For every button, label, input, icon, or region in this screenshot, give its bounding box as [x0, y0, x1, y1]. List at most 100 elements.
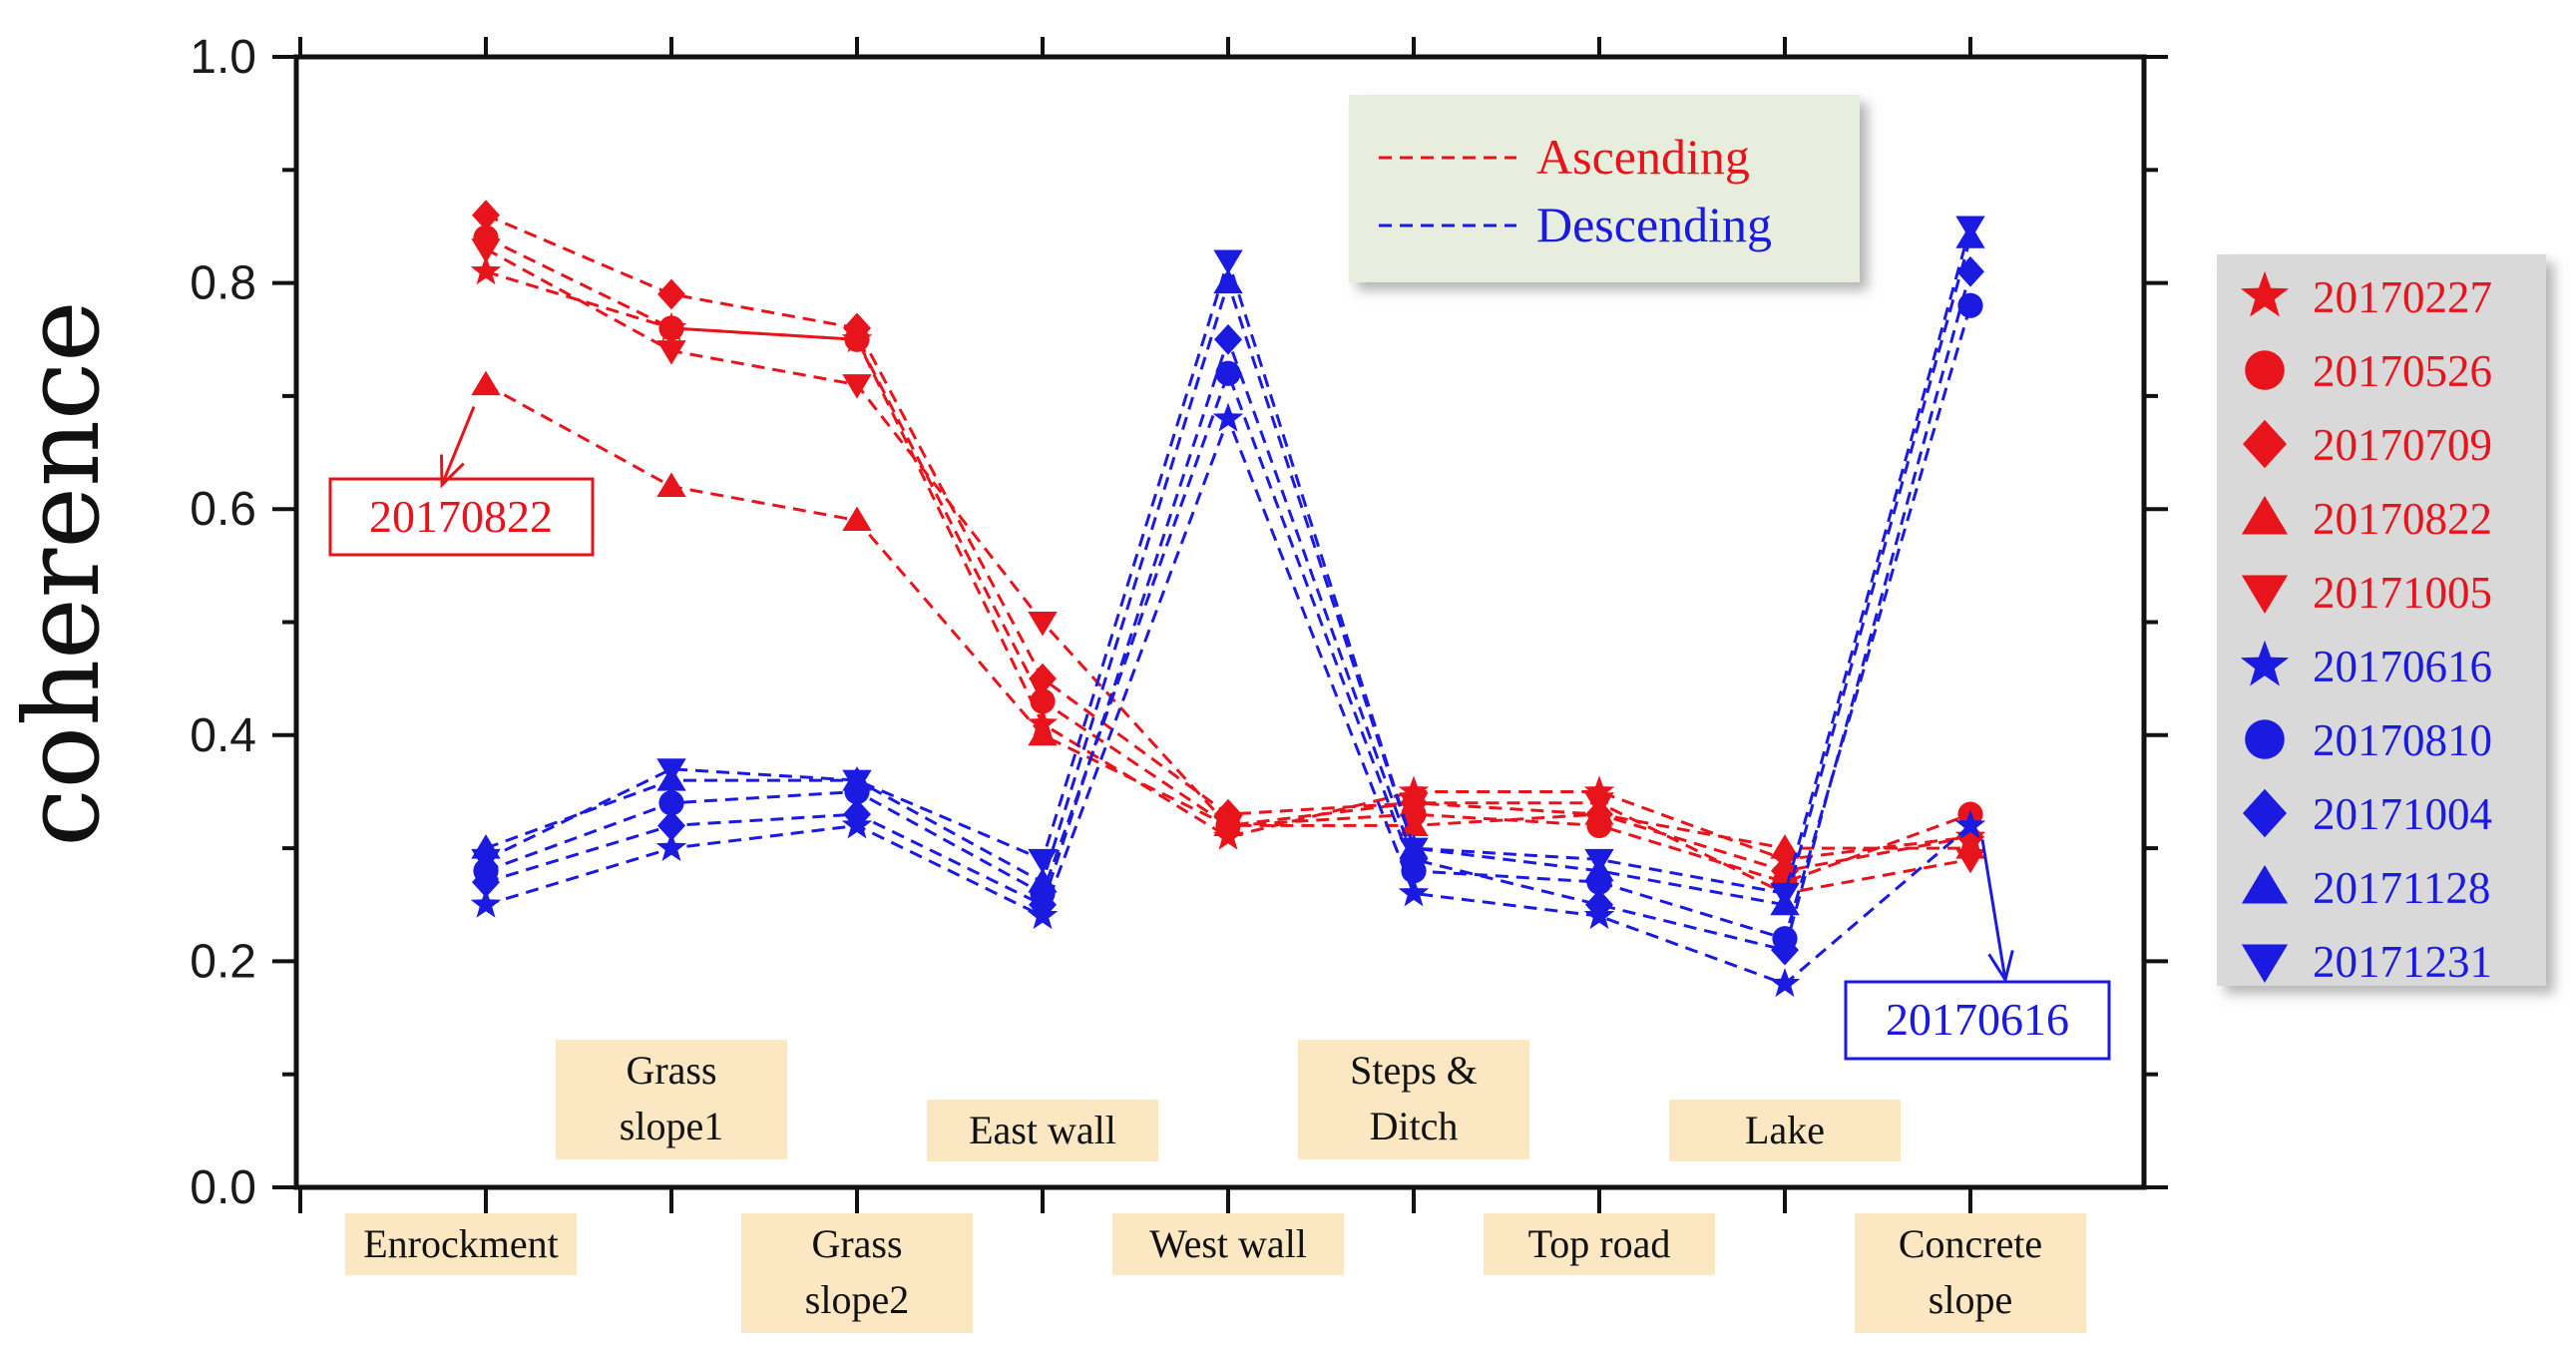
y-tick-label: 0.8	[190, 257, 256, 310]
category-label: slope	[1929, 1277, 2012, 1322]
data-point	[1214, 323, 1242, 355]
data-point	[1398, 877, 1430, 907]
legend-date-label: 20171231	[2313, 937, 2492, 987]
legend-date-label: 20170709	[2313, 420, 2492, 470]
series-line	[485, 383, 1970, 850]
data-point	[1954, 809, 1986, 839]
data-point	[842, 374, 872, 399]
legend-marker	[2241, 944, 2289, 983]
category-label-box	[1855, 1213, 2086, 1333]
arrow-head	[1987, 950, 2014, 984]
data-point	[1028, 720, 1058, 746]
arrow-head	[439, 454, 465, 489]
data-point	[1213, 814, 1243, 840]
data-point	[656, 340, 686, 365]
data-point	[1957, 292, 1983, 318]
data-point	[470, 255, 502, 285]
category-label-box	[556, 1040, 787, 1159]
legend-date-label: 20170227	[2313, 272, 2492, 322]
data-point	[1583, 775, 1615, 805]
legend-marker	[2240, 270, 2290, 317]
series-line	[485, 414, 1971, 986]
data-point	[471, 848, 501, 874]
category-label-box	[927, 1100, 1158, 1161]
data-point	[1770, 834, 1800, 859]
annotation-blue: 20170616	[1844, 839, 2111, 1061]
legend-marker	[2241, 575, 2289, 614]
category-label: slope2	[805, 1277, 909, 1322]
data-point	[1584, 848, 1614, 874]
category-label: West wall	[1149, 1221, 1307, 1266]
legend-box	[1349, 95, 1860, 282]
annotation-arrow	[440, 406, 476, 486]
series-20170709	[472, 200, 1984, 887]
legend-label: Ascending	[1536, 129, 1750, 185]
category-label: Ditch	[1370, 1104, 1459, 1148]
series-20171231	[471, 216, 1985, 908]
data-point	[1770, 882, 1800, 908]
data-point	[657, 810, 685, 841]
legend-marker	[2245, 719, 2285, 759]
data-point	[658, 790, 684, 816]
legend-date-label: 20170526	[2313, 346, 2492, 396]
data-point	[1584, 792, 1614, 817]
legend-marker	[2245, 350, 2285, 390]
data-point	[1213, 249, 1243, 274]
data-point	[1955, 848, 1985, 874]
series-line	[485, 304, 1972, 941]
annotation-label: 20170616	[1886, 994, 2069, 1045]
legend-marker	[2243, 419, 2287, 469]
annotation-box	[328, 477, 595, 557]
data-point	[1029, 889, 1057, 921]
category-label: Grass	[811, 1221, 902, 1266]
annotations: 20170822 20170616	[328, 406, 2111, 1061]
data-point	[842, 506, 872, 532]
y-tick-label: 1.0	[190, 31, 256, 84]
data-point	[1028, 612, 1058, 637]
data-point	[472, 200, 500, 231]
data-point	[470, 888, 502, 918]
y-axis-label: coherence	[1, 300, 123, 846]
y-tick-label: 0.2	[190, 935, 256, 988]
category-label: Top road	[1528, 1221, 1671, 1266]
annotation-arrow	[1980, 839, 2007, 981]
data-point	[472, 866, 500, 898]
category-label-box	[1669, 1100, 1901, 1161]
data-point	[1215, 360, 1241, 386]
data-point	[471, 370, 501, 396]
grid-layer: 0.0 0.2 0.4 0.6 0.8 1.0	[190, 31, 2168, 1214]
data-point	[1399, 837, 1429, 863]
legend-date-label: 20170822	[2313, 494, 2492, 544]
category-label: Steps &	[1350, 1048, 1478, 1093]
data-point	[1955, 216, 1985, 240]
category-label-box	[1112, 1213, 1344, 1275]
data-point	[1399, 811, 1429, 836]
data-point	[1028, 848, 1058, 874]
data-point	[657, 278, 685, 310]
annotation-red: 20170822	[328, 406, 595, 557]
legend-date-label: 20171128	[2313, 863, 2490, 913]
y-tick-label: 0.6	[190, 483, 256, 536]
category-label-box	[1298, 1040, 1529, 1159]
data-point	[1213, 268, 1243, 294]
legend-marker	[2240, 640, 2290, 686]
legend: Ascending Descending	[1349, 95, 1860, 282]
legend-date-label: 20171004	[2313, 789, 2492, 839]
series-20170822	[471, 370, 1985, 859]
data-point	[656, 472, 686, 498]
series-line	[485, 214, 1971, 873]
data-point	[656, 758, 686, 783]
category-label: Grass	[626, 1048, 716, 1093]
data-point	[1029, 663, 1057, 694]
data-point	[843, 312, 871, 344]
data-point	[1771, 934, 1799, 966]
data-point	[655, 832, 687, 862]
category-label-box	[1484, 1213, 1715, 1275]
y-tick-label: 0.4	[190, 709, 256, 762]
data-point	[1212, 402, 1244, 432]
category-label: Concrete	[1899, 1221, 2042, 1266]
data-point	[471, 238, 501, 263]
series-line	[485, 247, 1971, 895]
data-point	[1399, 792, 1429, 817]
